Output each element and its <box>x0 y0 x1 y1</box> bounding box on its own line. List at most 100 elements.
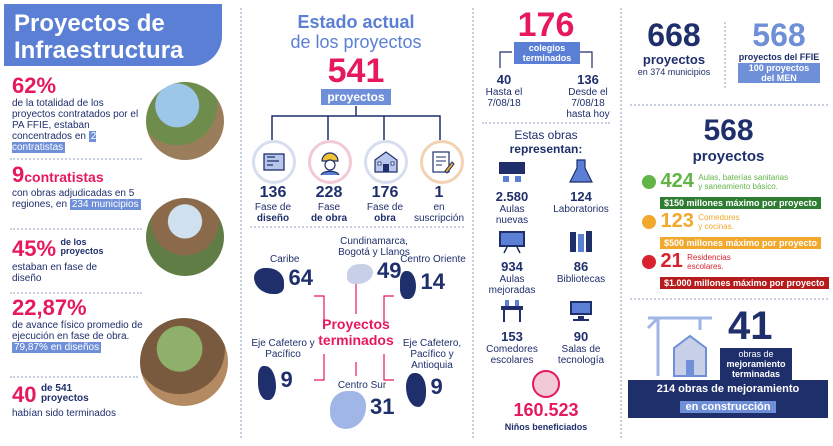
obra-label1: Salas de <box>561 344 601 355</box>
colegios-label1: colegios <box>528 43 566 53</box>
contract-icon <box>420 140 464 184</box>
left-column: Proyectos de Infraestructura 62% de la t… <box>0 0 232 446</box>
stat-2287-highlight: 79,87% en diseños <box>12 342 102 353</box>
books-icon <box>570 231 592 252</box>
obra-label2: nuevas <box>495 215 529 226</box>
stat-62-text: de la totalidad de los proyectos contrat… <box>12 98 140 153</box>
colegios-total: 176 <box>517 6 575 44</box>
region-name: Caribe <box>270 254 300 265</box>
obra-label1: Aulas <box>499 204 525 215</box>
region-eje-row: 9 <box>258 366 318 400</box>
big568-label: proyectos <box>692 148 765 165</box>
page-title-line1: Proyectos de <box>14 10 165 37</box>
stat-45: 45% de los proyectos estaban en fase de … <box>12 236 142 284</box>
colegios-desde-text1: Desde el <box>568 87 608 98</box>
construction-text2-wrap: en construcción <box>628 397 828 415</box>
worker-icon <box>308 140 352 184</box>
p568-hl-box: 100 proyectos del MEN <box>738 63 820 83</box>
tier-num: 424 <box>660 170 694 192</box>
estado-total-label-wrap: proyectos <box>244 88 468 106</box>
stat-62-desc: de la totalidad de los proyectos contrat… <box>12 98 139 142</box>
divider <box>724 22 726 88</box>
colegios-desde-text2: 7/08/18 <box>571 98 605 109</box>
obra-num: 934 <box>501 259 523 274</box>
region-name: Centro Oriente <box>400 254 466 265</box>
region-name: Centro Sur <box>337 380 387 391</box>
column-divider <box>240 8 242 438</box>
region-name: Cundinamarca, Bogotá y Llanos <box>338 236 410 258</box>
obra-label2: mejoradas <box>488 285 536 296</box>
map-cundinamarca-shape <box>346 263 373 284</box>
school-icon <box>364 140 408 184</box>
region-num: 9 <box>430 374 443 400</box>
tier-123: 123 Comedores y cocinas. $500 millones m… <box>642 210 832 251</box>
region-caribe: Caribe 64 <box>254 254 324 294</box>
p668-label: proyectos <box>642 52 706 67</box>
obras41-num: 41 <box>728 304 773 348</box>
obras41-text1: obras de <box>738 349 774 359</box>
classroom-icon <box>499 162 525 182</box>
stat-9-num: 9 <box>12 162 25 187</box>
tier-text1: Aulas, baterías sanitarias <box>698 172 789 182</box>
phase-connectors <box>271 106 441 140</box>
obra-label1: Laboratorios <box>553 204 609 215</box>
map-caribe-shape <box>254 267 284 294</box>
colegios-connector <box>499 51 593 68</box>
stat-9-desc: con obras adjudicadas en 5 regiones, en <box>12 188 135 210</box>
lab-icon <box>569 159 593 183</box>
right-column: 668 proyectos en 374 municipios 568 proy… <box>624 0 833 446</box>
stat-45-pct: 45% <box>12 236 57 261</box>
stat-2287-pct: 22,87% <box>12 295 87 320</box>
construction-text2: en construcción <box>679 401 777 413</box>
stat-45-head: de los proyectos <box>60 237 104 256</box>
colegios-column: 176 colegios terminados 40 Hasta el 7/08… <box>476 0 616 446</box>
divider <box>10 292 142 294</box>
terminados-center: Proyectos terminados <box>310 316 402 348</box>
obra-salas-tecnologia: 90 Salas de tecnología <box>550 298 612 366</box>
p668-num: 668 <box>647 17 701 53</box>
estado-column: Estado actual de los proyectos 541 proye… <box>244 0 468 446</box>
p668-sub: en 374 municipios <box>637 67 711 77</box>
tier-text1: Comedores <box>698 212 740 222</box>
p568-block: 568 proyectos del FFIE 100 proyectos del… <box>728 18 830 83</box>
stat-40-num: 40 <box>12 382 37 407</box>
tier-num: 123 <box>660 210 694 232</box>
stat-2287-text: de avance físico promedio de ejecución e… <box>12 320 144 353</box>
map-centro-oriente-shape <box>400 270 416 299</box>
house-green-icon <box>642 174 656 189</box>
stat-9-head-row: 9contratistas <box>12 162 142 188</box>
terminados-label1: Proyectos <box>322 316 390 332</box>
tier-text2: y saneamiento básico. <box>698 181 778 191</box>
obras41-text2: mejoramiento <box>726 359 786 369</box>
construction-box: 214 obras de mejoramiento en construcció… <box>628 380 828 418</box>
phase-label1: Fase de <box>366 202 404 213</box>
phase-num: 176 <box>371 184 399 201</box>
page-title-line2: Infraestructura <box>14 37 184 64</box>
obras41-box: obras de mejoramiento terminadas <box>720 348 792 380</box>
tier-text: Aulas, baterías sanitarias y saneamiento… <box>698 173 788 191</box>
obra-label2: escolares <box>490 355 534 366</box>
p568-label: proyectos del FFIE <box>738 52 820 62</box>
obra-comedores: 153 Comedores escolares <box>482 298 542 366</box>
region-centro-oriente-row: 14 <box>400 269 466 299</box>
region-centro-oriente: Centro Oriente 14 <box>400 254 466 299</box>
region-cundinamarca-row: 49 <box>324 258 424 284</box>
obras41-text3: terminadas <box>731 369 781 379</box>
stat-9-text: con obras adjudicadas en 5 regiones, en … <box>12 188 142 210</box>
divider <box>630 298 828 300</box>
tier-text1: Residencias <box>687 252 731 262</box>
estado-total-label: proyectos <box>321 89 391 105</box>
crane-building-icon <box>646 316 712 377</box>
photo-construction-3 <box>140 318 228 406</box>
p568-num: 568 <box>752 17 806 53</box>
column-divider <box>620 8 622 438</box>
colegios-desde: 136 Desde el 7/08/18 hasta hoy <box>560 72 616 120</box>
phase-label2: diseño <box>256 213 290 224</box>
divider <box>10 158 142 160</box>
obra-bibliotecas: 86 Bibliotecas <box>550 228 612 285</box>
obra-num: 124 <box>570 189 592 204</box>
phase-label2: de obra <box>310 213 348 224</box>
tier-21: 21 Residencias escolares. $1.000 millone… <box>642 250 832 291</box>
colegios-label2: terminados <box>522 53 572 63</box>
region-num: 31 <box>369 394 395 420</box>
